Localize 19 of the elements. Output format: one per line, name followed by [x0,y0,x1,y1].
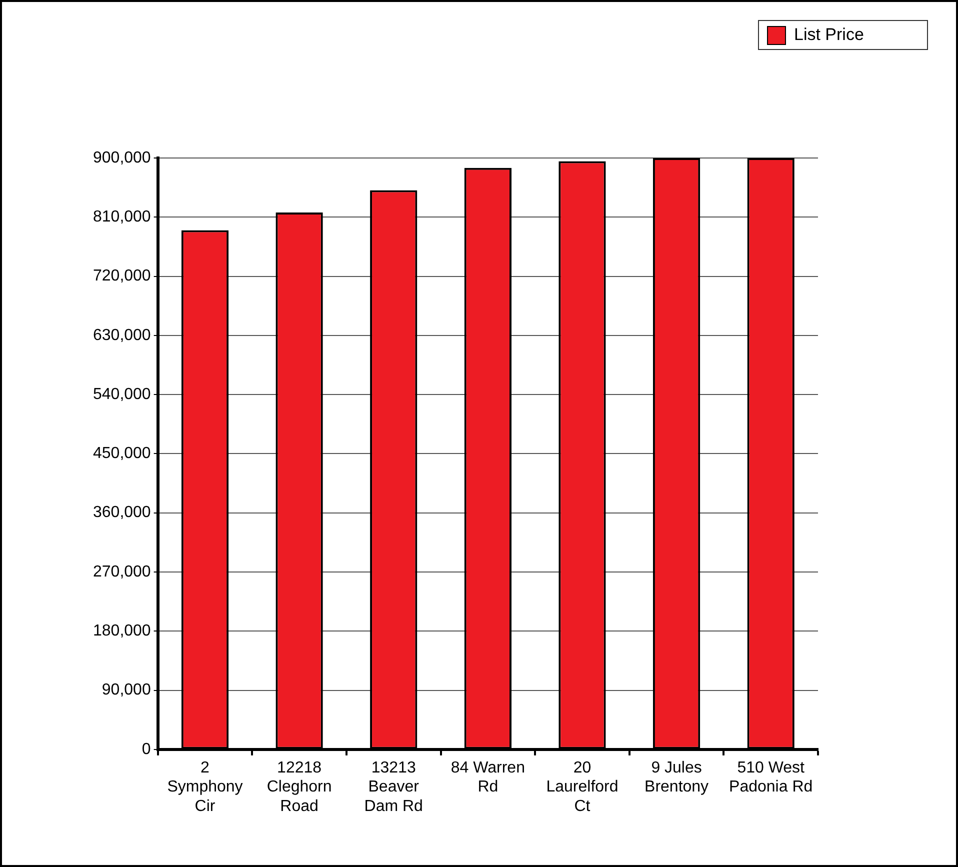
x-tick-label: 84 Warren Rd [450,759,525,796]
y-tick-label: 810,000 [92,208,151,226]
y-tick-label: 900,000 [92,149,151,166]
y-tick-label: 540,000 [92,386,151,403]
x-tick-label: 2 Symphony Cir [167,759,243,815]
x-tick-label: 20 Laurelford Ct [546,759,618,815]
y-tick-label: 360,000 [92,504,151,522]
x-tick-label: 12218 Cleghorn Road [266,759,332,815]
y-tick-label: 0 [142,740,151,758]
y-tick-label: 450,000 [92,445,151,462]
x-tick-label: 9 Jules Brentony [644,759,709,796]
y-tick-label: 630,000 [92,326,151,344]
y-tick-label: 180,000 [92,622,151,640]
legend-label: List Price [794,25,864,45]
y-tick-label: 270,000 [92,563,151,580]
y-tick-label: 720,000 [92,268,151,285]
y-tick-label: 90,000 [102,682,151,699]
x-tick-label: 13213 Beaver Dam Rd [364,759,423,815]
x-tick-label: 510 West Padonia Rd [729,759,813,796]
